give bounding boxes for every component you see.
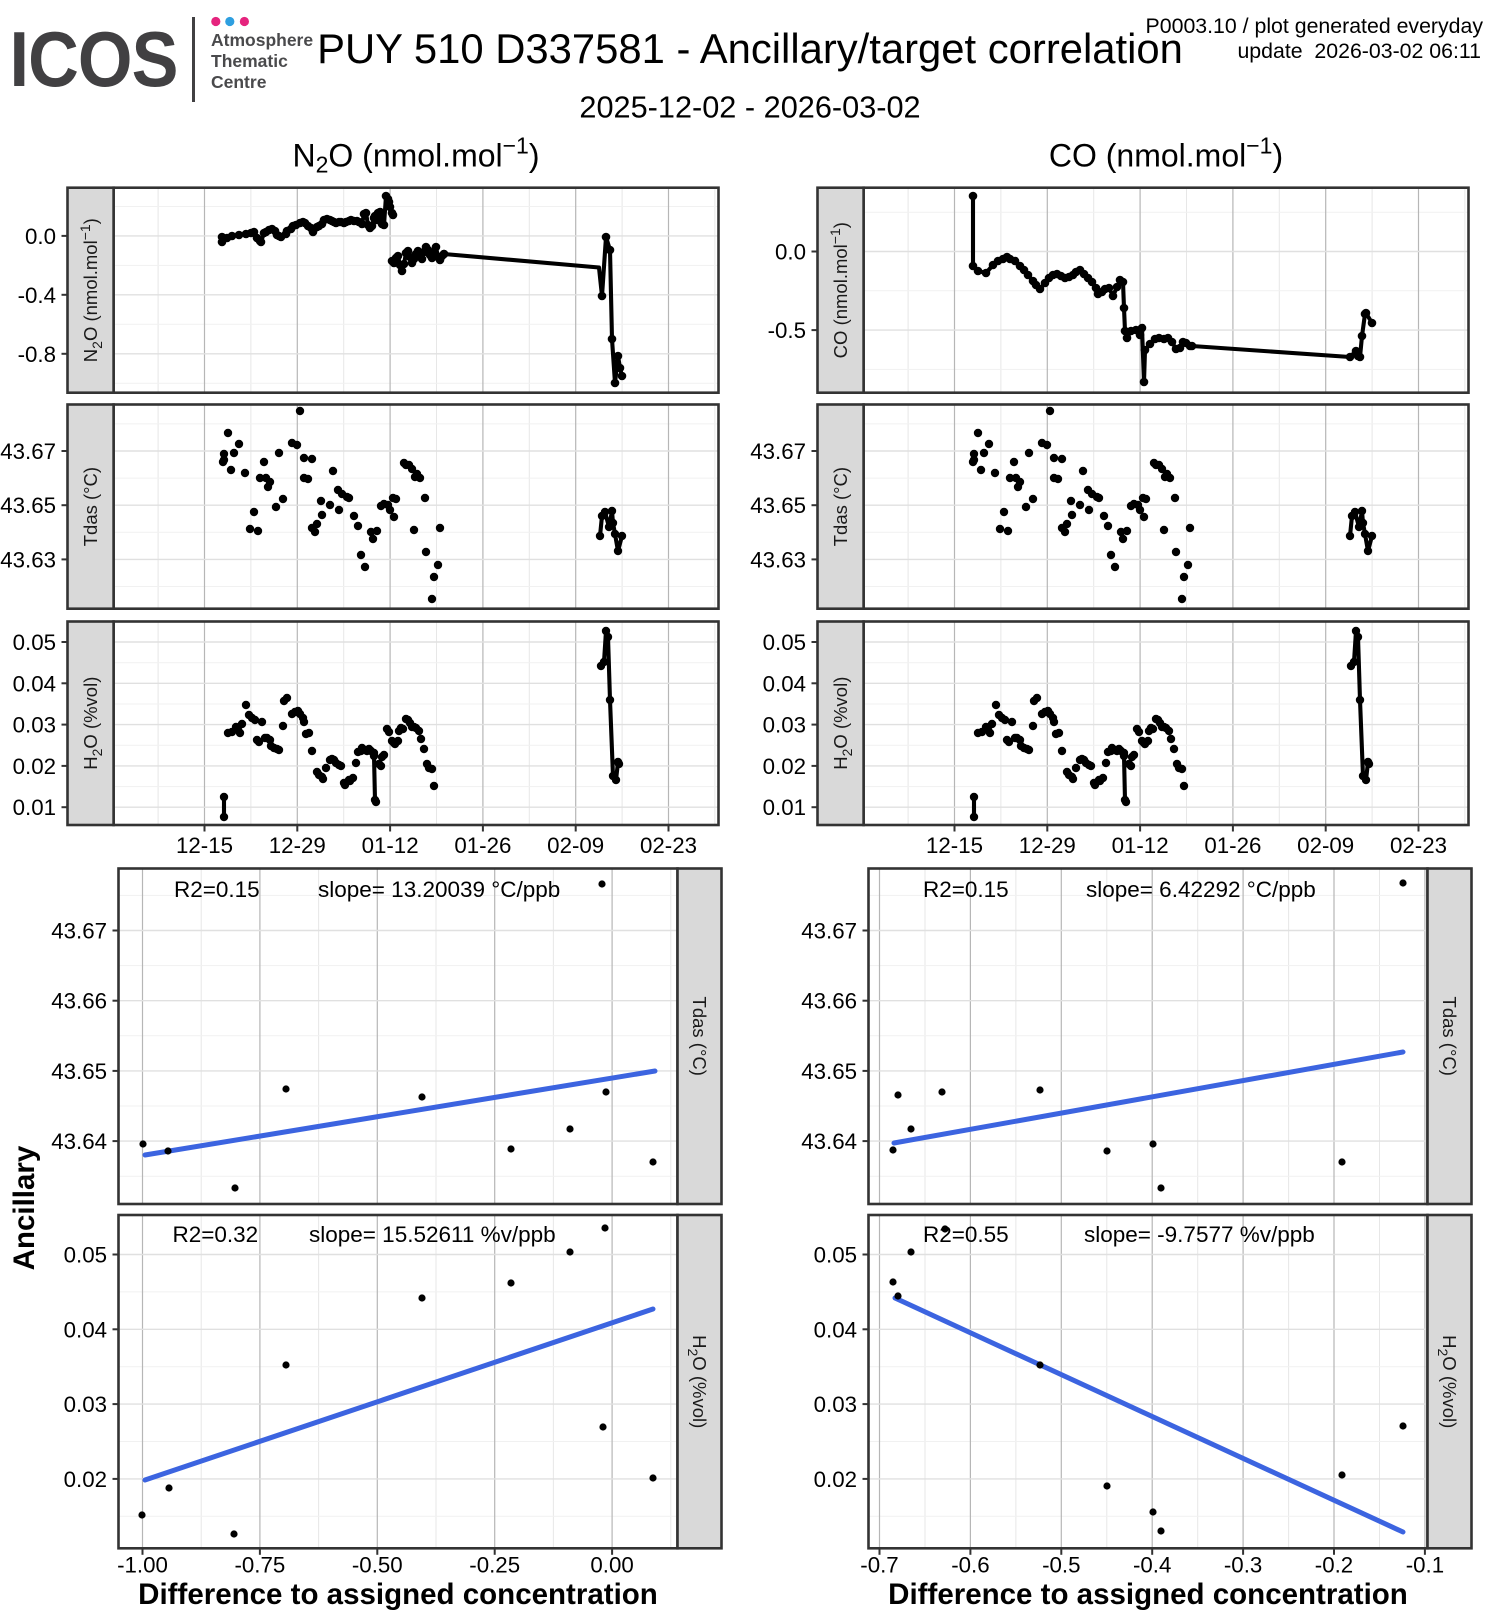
svg-text:R2=0.15: R2=0.15 <box>174 877 260 902</box>
svg-text:-0.4: -0.4 <box>1133 1553 1171 1578</box>
svg-text:-0.1: -0.1 <box>1406 1553 1444 1578</box>
svg-text:43.63: 43.63 <box>750 547 806 572</box>
svg-text:Ancillary: Ancillary <box>8 1145 41 1270</box>
svg-text:-0.75: -0.75 <box>234 1553 285 1578</box>
svg-text:0.05: 0.05 <box>763 630 806 655</box>
svg-text:0.05: 0.05 <box>13 630 56 655</box>
svg-text:0.05: 0.05 <box>64 1243 107 1268</box>
svg-text:0.02: 0.02 <box>814 1467 857 1492</box>
svg-text:-0.5: -0.5 <box>768 318 806 343</box>
svg-text:0.00: 0.00 <box>590 1553 633 1578</box>
svg-text:-0.3: -0.3 <box>1224 1553 1262 1578</box>
svg-text:01-26: 01-26 <box>1204 833 1261 858</box>
svg-text:0.03: 0.03 <box>814 1392 857 1417</box>
svg-text:2025-12-02 - 2026-03-02: 2025-12-02 - 2026-03-02 <box>579 90 920 125</box>
svg-text:43.65: 43.65 <box>750 493 806 518</box>
svg-text:43.67: 43.67 <box>0 439 56 464</box>
svg-text:43.64: 43.64 <box>51 1129 107 1154</box>
svg-text:02-09: 02-09 <box>547 833 604 858</box>
svg-text:02-09: 02-09 <box>1297 833 1354 858</box>
svg-text:12-15: 12-15 <box>926 833 983 858</box>
svg-text:PUY 510 D337581 - Ancillary/ta: PUY 510 D337581 - Ancillary/target corre… <box>317 25 1183 72</box>
svg-text:N2O (nmol.mol−1): N2O (nmol.mol−1) <box>77 218 105 362</box>
svg-text:0.02: 0.02 <box>763 754 806 779</box>
svg-text:P0003.10 / plot generated ever: P0003.10 / plot generated everyday <box>1146 14 1484 38</box>
svg-text:slope= 6.42292 °C/ppb: slope= 6.42292 °C/ppb <box>1086 877 1316 902</box>
svg-text:Atmosphere: Atmosphere <box>211 30 313 50</box>
svg-text:0.03: 0.03 <box>13 713 56 738</box>
svg-text:CO (nmol.mol−1): CO (nmol.mol−1) <box>827 222 851 358</box>
svg-text:ICOS: ICOS <box>10 16 178 103</box>
svg-text:01-12: 01-12 <box>1112 833 1169 858</box>
svg-text:01-26: 01-26 <box>454 833 511 858</box>
svg-text:Difference to assigned concent: Difference to assigned concentration <box>888 1578 1408 1611</box>
svg-text:-0.25: -0.25 <box>469 1553 520 1578</box>
svg-text:-0.50: -0.50 <box>352 1553 403 1578</box>
svg-text:Thematic: Thematic <box>211 51 288 71</box>
svg-text:-0.2: -0.2 <box>1315 1553 1353 1578</box>
svg-text:R2=0.55: R2=0.55 <box>923 1222 1009 1247</box>
svg-text:0.01: 0.01 <box>13 795 56 820</box>
svg-text:0.02: 0.02 <box>64 1467 107 1492</box>
svg-text:0.04: 0.04 <box>13 671 56 696</box>
svg-text:43.63: 43.63 <box>0 547 56 572</box>
svg-text:Tdas (°C): Tdas (°C) <box>830 467 851 546</box>
svg-text:43.65: 43.65 <box>0 493 56 518</box>
svg-text:-0.6: -0.6 <box>951 1553 989 1578</box>
svg-text:43.67: 43.67 <box>51 919 107 944</box>
svg-text:02-23: 02-23 <box>640 833 697 858</box>
svg-text:12-29: 12-29 <box>1019 833 1076 858</box>
svg-text:12-29: 12-29 <box>269 833 326 858</box>
svg-text:slope= 13.20039 °C/ppb: slope= 13.20039 °C/ppb <box>318 877 560 902</box>
svg-text:43.64: 43.64 <box>801 1129 857 1154</box>
svg-text:Difference to assigned concent: Difference to assigned concentration <box>138 1578 658 1611</box>
svg-text:0.0: 0.0 <box>775 240 806 265</box>
svg-text:-0.8: -0.8 <box>18 342 56 367</box>
svg-text:slope= -9.7577 %v/ppb: slope= -9.7577 %v/ppb <box>1084 1222 1315 1247</box>
svg-text:-1.00: -1.00 <box>117 1553 168 1578</box>
svg-text:0.05: 0.05 <box>814 1243 857 1268</box>
svg-text:-0.7: -0.7 <box>860 1553 898 1578</box>
svg-text:0.03: 0.03 <box>64 1392 107 1417</box>
svg-text:0.04: 0.04 <box>763 671 806 696</box>
svg-text:0.03: 0.03 <box>763 713 806 738</box>
svg-text:0.0: 0.0 <box>25 224 56 249</box>
svg-text:43.66: 43.66 <box>51 989 107 1014</box>
svg-text:0.02: 0.02 <box>13 754 56 779</box>
svg-text:CO (nmol.mol−1): CO (nmol.mol−1) <box>1049 133 1283 174</box>
svg-text:slope= 15.52611 %v/ppb: slope= 15.52611 %v/ppb <box>309 1222 556 1247</box>
svg-text:0.01: 0.01 <box>763 795 806 820</box>
svg-text:43.67: 43.67 <box>801 919 857 944</box>
svg-text:Tdas (°C): Tdas (°C) <box>689 997 710 1076</box>
svg-text:update 2026-03-02 06:11: update 2026-03-02 06:11 <box>1237 39 1481 63</box>
svg-text:02-23: 02-23 <box>1390 833 1447 858</box>
svg-text:0.04: 0.04 <box>814 1317 857 1342</box>
svg-text:43.65: 43.65 <box>51 1059 107 1084</box>
svg-text:-0.5: -0.5 <box>1042 1553 1080 1578</box>
svg-text:0.04: 0.04 <box>64 1317 107 1342</box>
svg-text:Centre: Centre <box>211 72 267 92</box>
svg-text:R2=0.32: R2=0.32 <box>173 1222 259 1247</box>
svg-text:01-12: 01-12 <box>362 833 419 858</box>
svg-text:12-15: 12-15 <box>176 833 233 858</box>
svg-text:N2O (nmol.mol−1): N2O (nmol.mol−1) <box>292 133 539 178</box>
svg-text:Tdas (°C): Tdas (°C) <box>80 467 101 546</box>
svg-text:R2=0.15: R2=0.15 <box>923 877 1009 902</box>
svg-text:43.65: 43.65 <box>801 1059 857 1084</box>
svg-text:43.66: 43.66 <box>801 989 857 1014</box>
svg-text:-0.4: -0.4 <box>18 283 56 308</box>
svg-text:43.67: 43.67 <box>750 439 806 464</box>
svg-text:Tdas (°C): Tdas (°C) <box>1439 997 1460 1076</box>
